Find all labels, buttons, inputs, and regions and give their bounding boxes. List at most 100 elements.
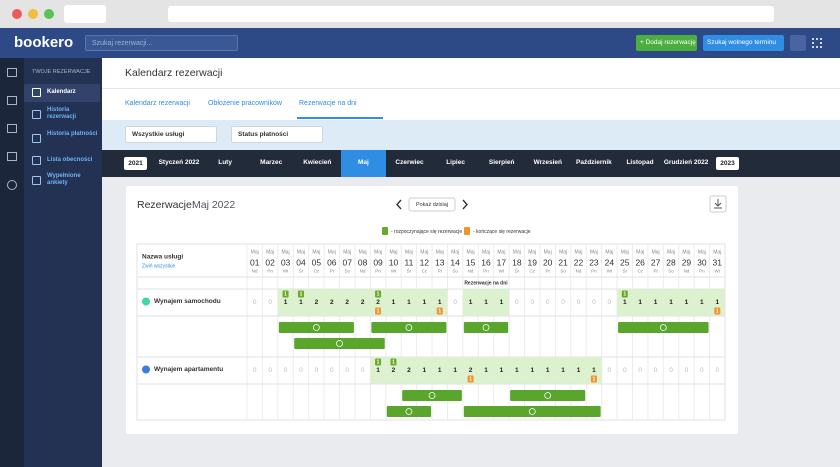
day-number: 09 [373,257,383,267]
next-arrow[interactable] [462,199,468,210]
tab[interactable]: Rezerwacje na dni [299,100,357,107]
briefcase-icon[interactable] [7,124,17,133]
calendar: Rezerwacje:Maj 2022 Pokaż dzisiaj- rozpoc… [136,195,727,421]
day-count: 1 [453,367,457,374]
start-badge [621,290,628,298]
filter-dropdown[interactable]: Status płatności [231,126,323,143]
day-busy-bg [462,289,479,316]
day-count: 1 [654,299,658,306]
day-busy-bg [293,289,309,316]
sidebar-item[interactable]: Wypełnione ankiety [47,173,81,186]
day-count: 0 [561,299,565,306]
day-number: 19 [528,257,538,267]
day-count: 1 [484,299,488,306]
day-count: 1 [284,299,288,306]
end-badge [375,307,382,315]
reservation-bar[interactable] [463,322,509,333]
weekday: Nd [252,269,258,274]
reservation-bar[interactable] [618,322,709,333]
calendar-icon[interactable] [7,96,17,105]
month[interactable]: Listopad [626,159,654,166]
today-button-bg[interactable] [408,197,456,212]
home-icon[interactable] [7,68,17,77]
sidebar-item[interactable]: Kalendarz [47,89,76,95]
day-count: 1 [423,299,427,306]
year-prev[interactable]: 2021 [124,157,147,170]
filter-dropdown[interactable]: Wszystkie usługi [125,126,217,143]
day-count: 2 [361,299,365,306]
month[interactable]: Sierpień [488,159,515,166]
month[interactable]: Październik [576,159,612,166]
add-button[interactable]: + Dodaj rezerwację [636,35,697,51]
day-count: 2 [315,299,319,306]
prev-arrow[interactable] [396,199,402,210]
gear-icon[interactable] [7,180,17,190]
sidebar-item[interactable]: Historia płatności [47,131,98,137]
day-count: 0 [299,367,303,374]
sidebar-icon[interactable] [32,134,41,143]
today-button[interactable]: Pokaż dzisiaj [416,202,448,208]
day-busy-bg [370,289,386,316]
reservation-bar[interactable] [371,322,447,333]
day-number: 27 [651,257,661,267]
month[interactable]: Grudzień 2022 [663,159,709,166]
logo[interactable]: bookero [14,34,74,51]
month[interactable]: Styczeń 2022 [158,159,200,166]
day-number: 12 [420,257,430,267]
end-badge-count: 1 [593,377,596,383]
reservation-bar[interactable] [463,406,601,417]
day-count: 0 [530,299,534,306]
start-badge-count: 1 [623,292,626,298]
close-dot[interactable] [12,9,22,19]
tab[interactable]: Kalendarz rezerwacji [125,100,190,107]
weekday: Cz [314,269,320,274]
settings-icon[interactable] [7,152,17,161]
year-next[interactable]: 2023 [716,157,739,170]
min-dot[interactable] [28,9,38,19]
address-bar[interactable] [168,6,774,22]
weekday: Pn [483,269,489,274]
sidebar-icon[interactable] [32,110,41,119]
day-count: 0 [268,367,272,374]
day-busy-bg [432,357,448,384]
day-month: Maj [636,249,644,255]
search-slot-button[interactable]: Szukaj wolnego terminu [703,35,784,51]
sidebar-section: TWOJE REZERWACJE [32,69,91,75]
day-busy-bg [385,289,402,316]
month[interactable]: Luty [218,159,232,166]
day-count: 1 [376,367,380,374]
reservation-bar[interactable] [510,390,586,401]
bell-icon[interactable] [790,35,806,51]
collapse-link[interactable]: Zwiń wszystkie [142,263,176,269]
sidebar-icon[interactable] [32,176,41,185]
nav-buttons[interactable] [64,5,106,23]
day-busy-bg [493,357,510,384]
day-count: 1 [438,367,442,374]
month[interactable]: Lipiec [446,159,465,166]
apps-icon[interactable] [812,38,822,48]
sidebar-icon[interactable] [32,156,41,165]
month[interactable]: Marzec [260,159,283,166]
reservation-bar[interactable] [278,322,354,333]
tab[interactable]: Obłożenie pracowników [208,100,282,107]
month[interactable]: Czerwiec [395,159,424,166]
sidebar-icon[interactable] [32,88,41,97]
search-input[interactable]: Szukaj rezerwacji... [85,35,238,51]
day-count: 1 [438,299,442,306]
max-dot[interactable] [44,9,54,19]
day-count: 0 [715,367,719,374]
day-count: 0 [592,299,596,306]
day-busy-bg [478,357,494,384]
reservation-bar[interactable] [294,338,385,349]
day-month: Maj [621,249,629,255]
sidebar-item[interactable]: Historia rezerwacji [47,107,77,120]
day-count: 1 [623,299,627,306]
day-busy-bg [509,357,525,384]
month[interactable]: Kwiecień [303,159,332,166]
sidebar-item[interactable]: Lista obecności [47,157,93,163]
reservation-bar[interactable] [402,390,462,401]
reservation-bar[interactable] [386,406,432,417]
start-badge [375,290,382,298]
month[interactable]: Maj [357,159,369,166]
month[interactable]: Wrzesień [533,159,562,166]
